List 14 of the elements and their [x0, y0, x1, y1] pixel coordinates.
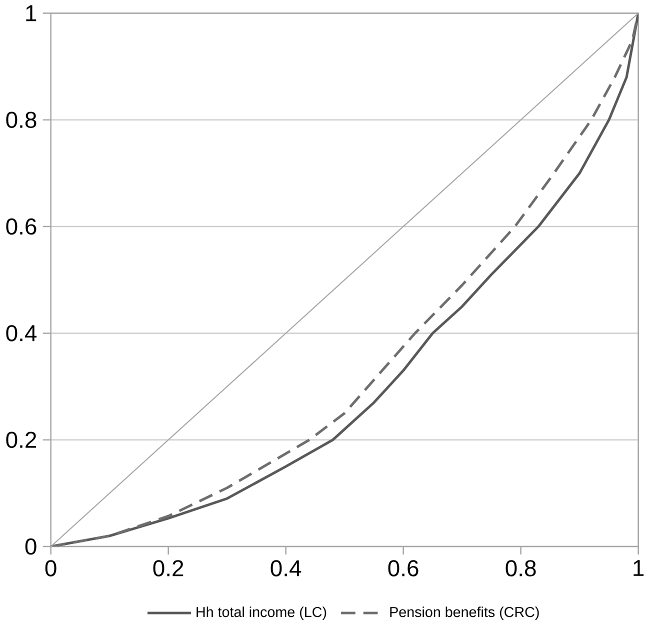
- x-tick-label: 0.2: [153, 560, 184, 577]
- x-tick-label: 0.4: [270, 560, 302, 577]
- y-tick-label: 1: [26, 5, 36, 22]
- x-tick-label: 0: [45, 560, 56, 577]
- y-tick-label: 0: [25, 538, 36, 555]
- legend-label: Pension benefits (CRC): [390, 606, 539, 620]
- x-tick-label: 1: [634, 560, 644, 576]
- y-tick-label: 0.4: [6, 325, 37, 342]
- y-tick-label: 0.8: [6, 112, 36, 128]
- y-tick-label: 0.2: [6, 432, 36, 448]
- x-tick-label: 0.6: [388, 560, 418, 577]
- y-tick-label: 0.6: [6, 218, 36, 235]
- x-tick-label: 0.8: [506, 560, 536, 577]
- legend-label: Hh total income (LC): [196, 606, 326, 620]
